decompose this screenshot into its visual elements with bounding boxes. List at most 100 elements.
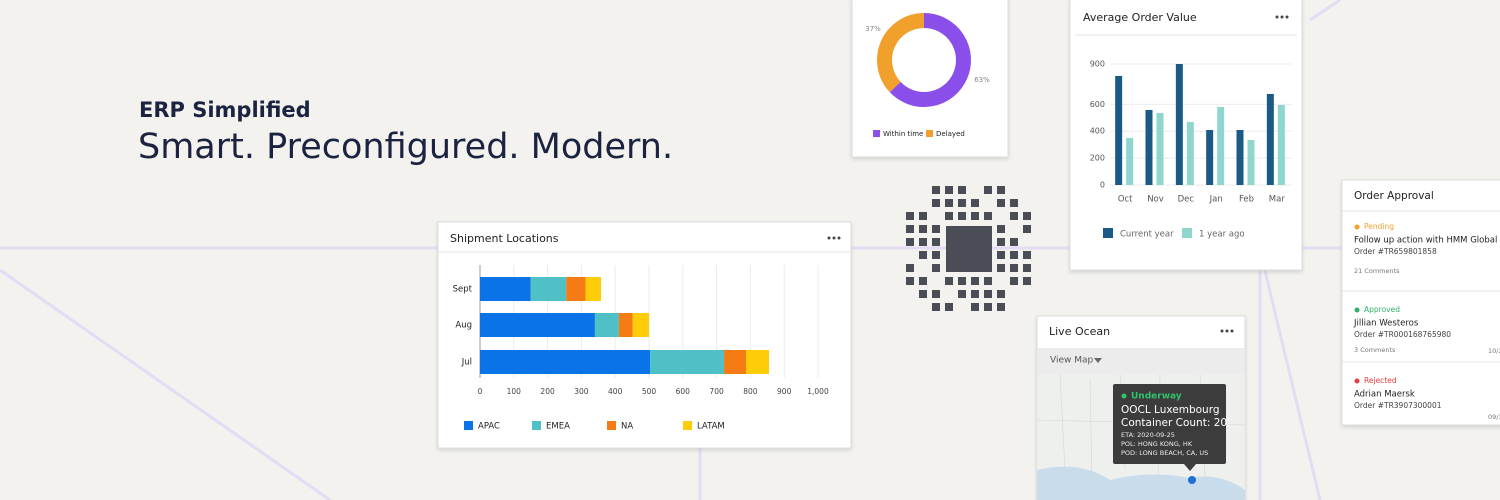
icon-pixel [919,238,927,246]
donut-slice [889,13,971,107]
icon-pixel [945,277,953,285]
y-tick-label: 400 [1090,127,1105,136]
icon-pixel [984,277,992,285]
x-tick-label: 100 [507,387,522,396]
menu-icon[interactable] [827,236,841,240]
icon-pixel [945,303,953,311]
aov-chart: 0 200 400 600 900 Oct Nov Dec Jan Feb Mar Current y… [1090,60,1292,240]
status-dot [1121,393,1127,399]
icon-pixel [984,303,992,311]
tooltip-pointer [1184,464,1196,471]
bar [1217,107,1225,185]
icon-pixel [1010,199,1018,207]
bar-segment [566,277,586,301]
donut-chart: 63% 37% Within time Delayed [865,13,990,138]
icon-pixel [971,212,979,220]
order-comments: 21 Comments [1354,267,1400,275]
icon-pixel [932,186,940,194]
status-dot [1354,378,1360,384]
view-map-button[interactable]: View Map [1050,356,1093,366]
icon-pixel [958,290,966,298]
icon-pixel [932,225,940,233]
x-tick-label: 900 [777,387,792,396]
bar-segment [618,313,633,337]
menu-icon[interactable] [1220,329,1234,333]
legend-label: NA [621,422,633,432]
bar-segment [530,277,567,301]
y-tick-label: 200 [1090,154,1105,163]
x-tick-label: 400 [608,387,623,396]
hero-subtitle: Smart. Preconfigured. Modern. [138,127,673,167]
order-approval-card [1341,179,1500,426]
bar [1186,121,1194,185]
bar [1206,130,1214,185]
legend-swatch [1103,228,1113,238]
hero-title: ERP Simplified [139,98,311,122]
donut-slice [877,13,925,93]
bar-segment [480,313,595,337]
legend-label: EMEA [546,422,570,432]
bar-segment [746,350,769,374]
slice-label: 63% [974,76,990,84]
icon-pixel [1023,277,1031,285]
icon-pixel [997,225,1005,233]
icon-pixel [932,264,940,272]
icon-pixel [971,199,979,207]
icon-pixel [1023,264,1031,272]
x-tick-label: 300 [574,387,589,396]
icon-pixel [1023,225,1031,233]
x-tick-label: 500 [642,387,657,396]
icon-pixel [1010,212,1018,220]
order-comments: 3 Comments [1354,346,1396,354]
order-date: 09/3 [1488,413,1500,421]
bar [1126,137,1134,185]
y-tick-label: 900 [1090,60,1105,69]
order-date: 10/2 [1488,347,1500,355]
bar-segment [650,350,725,374]
tooltip-vessel: OOCL Luxembourg [1121,404,1220,416]
aov-card [1069,0,1303,271]
y-tick-label: 0 [1100,181,1105,190]
icon-pixel [1010,238,1018,246]
bar-segment [594,313,619,337]
order-number: Order #TR000168765980 [1354,330,1451,339]
y-tick-label: Aug [455,321,472,331]
icon-pixel [997,264,1005,272]
tooltip-pod: POD: LONG BEACH, CA, US [1121,449,1208,457]
icon-pixel [945,199,953,207]
icon-pixel [984,212,992,220]
icon-pixel [997,199,1005,207]
icon-pixel [932,238,940,246]
x-tick-label: 700 [709,387,724,396]
legend-label: Current year [1120,230,1174,240]
legend-label: APAC [478,422,500,432]
x-tick-label: 0 [478,387,483,396]
legend-swatch [873,130,880,137]
icon-pixel [1023,212,1031,220]
y-tick-label: Sept [453,285,473,295]
order-number: Order #TR659801858 [1354,247,1437,256]
icon-pixel [906,238,914,246]
menu-icon[interactable] [1275,15,1289,19]
icon-pixel [958,186,966,194]
icon-pixel [932,251,940,259]
tooltip-status: Underway [1131,392,1182,402]
bar [1236,130,1244,185]
bar [1277,105,1285,185]
order-name: Jillian Westeros [1353,319,1419,329]
legend-label: Delayed [936,130,965,138]
legend-swatch [464,421,473,430]
icon-pixel [919,277,927,285]
icon-core [946,226,992,272]
icon-pixel [945,186,953,194]
icon-pixel [919,251,927,259]
y-tick-label: Jul [461,358,472,368]
dropdown-caret[interactable] [1094,358,1102,363]
icon-pixel [971,277,979,285]
x-tick-label: Oct [1118,195,1133,205]
order-name: Adrian Maersk [1354,390,1415,400]
bar-segment [585,277,602,301]
icon-pixel [958,277,966,285]
